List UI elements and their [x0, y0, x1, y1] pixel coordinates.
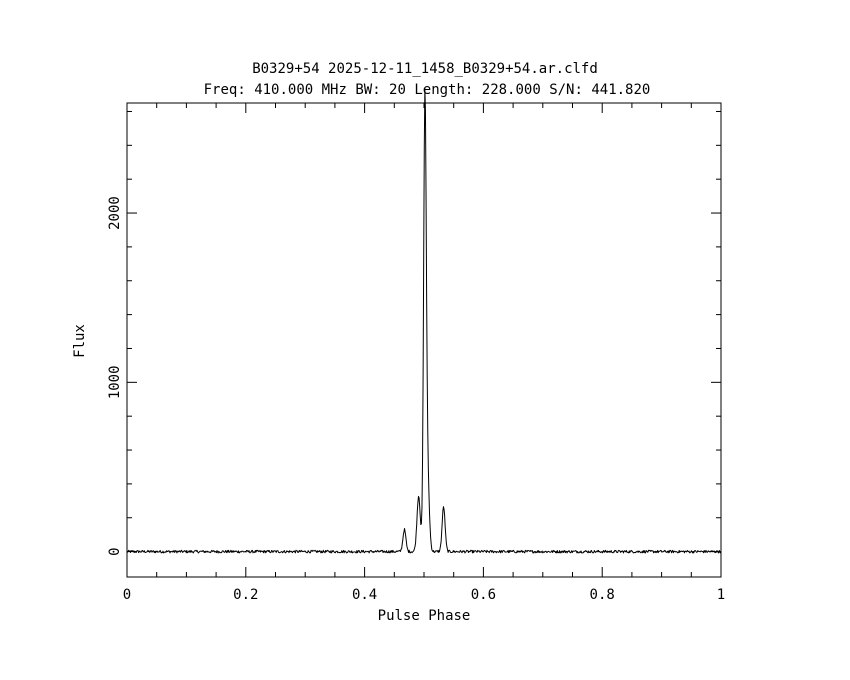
x-tick-label: 0 [123, 587, 131, 603]
x-tick-label: 0.6 [471, 587, 496, 603]
y-tick-label: 0 [107, 547, 123, 555]
y-tick-label: 2000 [107, 196, 123, 230]
chart-subtitle: Freq: 410.000 MHz BW: 20 Length: 228.000… [204, 82, 651, 98]
x-tick-label: 0.4 [352, 587, 377, 603]
y-axis-ticks: 0 1000 2000 [107, 110, 721, 556]
chart-title: B0329+54 2025-12-11_1458_B0329+54.ar.clf… [252, 61, 598, 77]
pulse-profile-line [126, 87, 722, 554]
x-axis-ticks: 0 0.2 0.4 0.6 0.8 1 [123, 103, 725, 603]
x-axis-label: Pulse Phase [378, 608, 471, 624]
x-tick-label: 1 [717, 587, 725, 603]
y-axis-label: Flux [72, 324, 88, 358]
x-tick-label: 0.2 [233, 587, 258, 603]
x-tick-label: 0.8 [590, 587, 615, 603]
y-tick-label: 1000 [107, 365, 123, 399]
